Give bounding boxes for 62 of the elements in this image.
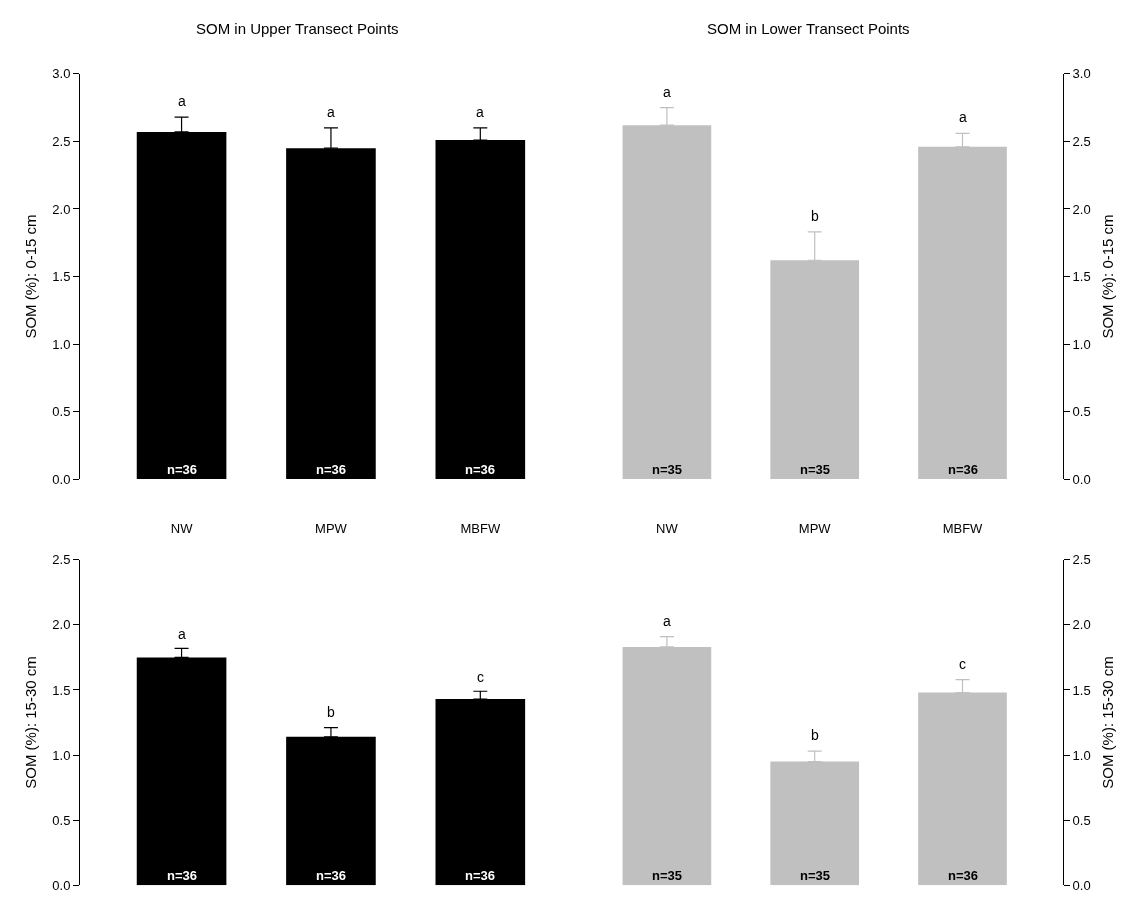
y-tick-label: 0.0 [1072, 471, 1091, 487]
annotation: a [178, 93, 186, 109]
annotation: b [811, 727, 819, 743]
annotation: n=36 [948, 462, 978, 477]
annotation: a [663, 613, 671, 629]
annotation: c [477, 669, 484, 685]
y-tick-label: 0.5 [1072, 404, 1091, 420]
y-tick-label: 3.0 [1072, 66, 1091, 82]
y-tick-label: 1.0 [52, 747, 71, 763]
y-tick-label: 1.5 [1072, 682, 1091, 698]
y-axis-title: SOM (%): 0-15 cm [21, 214, 39, 339]
annotation: n=36 [167, 462, 197, 477]
x-tick-label: MPW [315, 521, 348, 537]
y-tick-label: 2.5 [1072, 133, 1091, 149]
y-tick-label: 0.0 [1072, 877, 1091, 893]
y-tick-label: 1.0 [1072, 747, 1091, 763]
x-tick-label: NW [656, 521, 679, 537]
annotation: n=35 [800, 868, 830, 883]
annotation: n=36 [465, 462, 495, 477]
annotation: n=35 [652, 868, 682, 883]
y-axis-title: SOM (%): 15-30 cm [21, 656, 39, 789]
y-tick-label: 1.5 [1072, 269, 1091, 285]
annotation: b [327, 704, 335, 720]
y-tick-label: 2.5 [1072, 552, 1091, 568]
annotation: n=36 [316, 868, 346, 883]
x-tick-label: NW [170, 521, 194, 537]
annotation: n=36 [948, 868, 978, 883]
x-tick-label: MBFW [460, 521, 501, 537]
y-tick-label: 2.0 [52, 617, 71, 633]
chart-title: SOM in Upper Transect Points [196, 20, 399, 37]
y-tick-label: 2.5 [52, 552, 71, 568]
annotation: c [959, 656, 966, 672]
y-tick-label: 0.5 [52, 812, 71, 828]
y-tick-label: 2.5 [52, 133, 71, 149]
y-tick-label: 1.0 [1072, 336, 1091, 352]
y-tick-label: 0.5 [1072, 812, 1091, 828]
annotation: a [959, 109, 967, 125]
y-tick-label: 0.0 [52, 877, 71, 893]
y-axis-title: SOM (%): 15-30 cm [1098, 656, 1116, 789]
annotation: n=35 [800, 462, 830, 477]
annotation: a [663, 84, 671, 100]
chart-title: SOM in Lower Transect Points [707, 20, 910, 37]
y-tick-label: 1.5 [52, 682, 71, 698]
y-tick-label: 0.0 [52, 471, 71, 487]
y-tick-label: 1.5 [52, 269, 71, 285]
y-tick-label: 2.0 [1072, 617, 1091, 633]
annotation: n=36 [465, 868, 495, 883]
annotation: b [811, 208, 819, 224]
annotation: a [476, 104, 484, 120]
y-tick-label: 2.0 [52, 201, 71, 217]
x-tick-label: MPW [798, 521, 832, 537]
y-tick-label: 3.0 [52, 66, 71, 82]
annotation: n=35 [652, 462, 682, 477]
y-tick-label: 2.0 [1072, 201, 1091, 217]
x-tick-label: MBFW [942, 521, 984, 537]
annotation: n=36 [167, 868, 197, 883]
y-axis-title: SOM (%): 0-15 cm [1098, 214, 1116, 339]
annotation: a [178, 626, 186, 642]
annotation: n=36 [316, 462, 346, 477]
y-tick-label: 1.0 [52, 336, 71, 352]
y-tick-label: 0.5 [52, 404, 71, 420]
annotation: a [327, 104, 335, 120]
